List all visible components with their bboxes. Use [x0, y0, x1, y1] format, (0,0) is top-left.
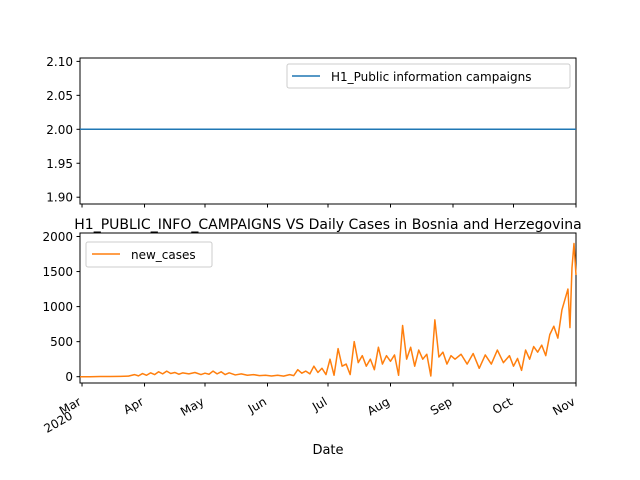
- bottom-legend-label: new_cases: [131, 248, 196, 262]
- x-axis-label: Date: [312, 443, 343, 458]
- top-legend-box: [286, 63, 571, 89]
- bottom-y-tick-label: 0: [65, 370, 73, 384]
- bottom-y-tick-label: 1500: [42, 265, 73, 279]
- chart-title: H1_PUBLIC_INFO_CAMPAIGNS VS Daily Cases …: [74, 217, 581, 233]
- top-legend-label: H1_Public information campaigns: [331, 70, 531, 84]
- bottom-y-tick-label: 1000: [42, 300, 73, 314]
- bottom-legend-box: [85, 241, 213, 268]
- top-axes: 1.90 1.95 2.00 2.05 2.10 H1_Public informati…: [46, 55, 577, 208]
- top-y-tick-label: 2.10: [46, 55, 73, 69]
- top-y-tick-label: 1.90: [46, 191, 73, 205]
- bottom-y-tick-label: 500: [50, 335, 73, 349]
- top-y-tick-label: 2.05: [46, 89, 73, 103]
- bottom-y-tick-label: 2000: [42, 230, 73, 244]
- bottom-legend: new_cases: [85, 241, 213, 268]
- top-y-tick-label: 2.00: [46, 123, 73, 137]
- x-tick-label: Jul: [309, 394, 329, 414]
- top-legend: H1_Public information campaigns: [286, 63, 571, 89]
- series-line-new-cases: [80, 242, 577, 378]
- top-y-tick-label: 1.95: [46, 157, 73, 171]
